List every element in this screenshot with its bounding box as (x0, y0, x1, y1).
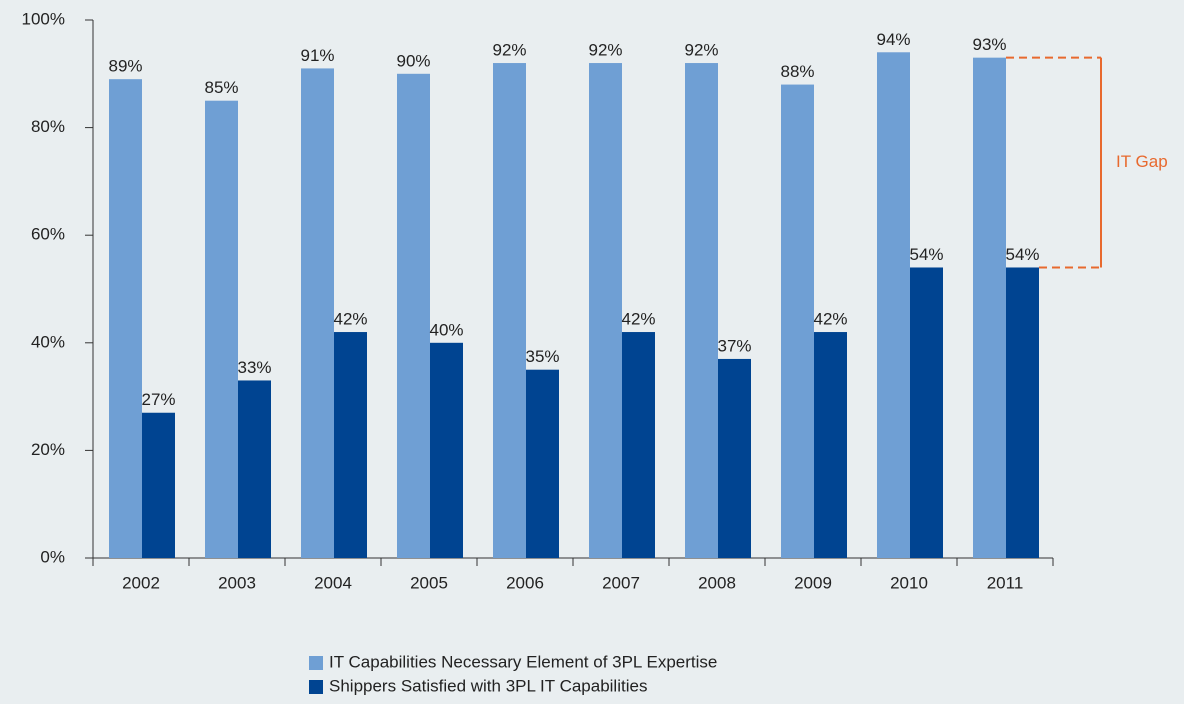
bar (718, 358, 751, 558)
value-label: 40% (429, 320, 463, 339)
x-tick-label: 2006 (506, 573, 544, 592)
y-tick-label: 60% (31, 225, 65, 244)
x-tick-label: 2005 (410, 573, 448, 592)
value-label: 54% (909, 245, 943, 264)
bar (877, 52, 910, 558)
bar (334, 332, 367, 558)
value-label: 91% (300, 46, 334, 65)
x-tick-label: 2009 (794, 573, 832, 592)
value-label: 92% (684, 41, 718, 60)
value-label: 85% (204, 78, 238, 97)
bar (493, 63, 526, 558)
value-label: 90% (396, 51, 430, 70)
bar (526, 369, 559, 558)
y-tick-label: 40% (31, 332, 65, 351)
x-tick-label: 2008 (698, 573, 736, 592)
bar (205, 100, 238, 558)
y-tick-label: 0% (40, 547, 65, 566)
y-tick-label: 20% (31, 440, 65, 459)
x-tick-label: 2004 (314, 573, 352, 592)
legend-label: Shippers Satisfied with 3PL IT Capabilit… (329, 676, 647, 695)
value-label: 42% (333, 310, 367, 329)
value-label: 89% (108, 57, 142, 76)
value-label: 88% (780, 62, 814, 81)
legend-swatch (309, 680, 323, 694)
x-tick-label: 2002 (122, 573, 160, 592)
bar (589, 63, 622, 558)
bar (622, 332, 655, 558)
value-label: 37% (717, 336, 751, 355)
bar (685, 63, 718, 558)
x-tick-label: 2007 (602, 573, 640, 592)
value-label: 93% (972, 35, 1006, 54)
value-label: 27% (141, 390, 175, 409)
value-label: 94% (876, 30, 910, 49)
bar (142, 412, 175, 558)
legend-label: IT Capabilities Necessary Element of 3PL… (329, 652, 717, 671)
bar (238, 380, 271, 558)
bar (109, 79, 142, 559)
legend-swatch (309, 656, 323, 670)
bar (1006, 267, 1039, 558)
bar (910, 267, 943, 558)
value-label: 92% (588, 41, 622, 60)
value-label: 35% (525, 347, 559, 366)
y-tick-label: 100% (22, 9, 65, 28)
y-tick-label: 80% (31, 117, 65, 136)
annotation: IT Gap (1116, 152, 1168, 171)
bar (973, 57, 1006, 558)
value-label: 33% (237, 358, 271, 377)
value-label: 42% (813, 310, 847, 329)
value-label: 42% (621, 310, 655, 329)
bar (781, 84, 814, 558)
value-label: 92% (492, 41, 526, 60)
bar (430, 342, 463, 558)
bar (301, 68, 334, 559)
x-tick-label: 2011 (987, 573, 1024, 592)
x-tick-label: 2003 (218, 573, 256, 592)
bar (397, 73, 430, 559)
value-label: 54% (1005, 245, 1039, 264)
bar (814, 332, 847, 558)
x-tick-label: 2010 (890, 573, 928, 592)
